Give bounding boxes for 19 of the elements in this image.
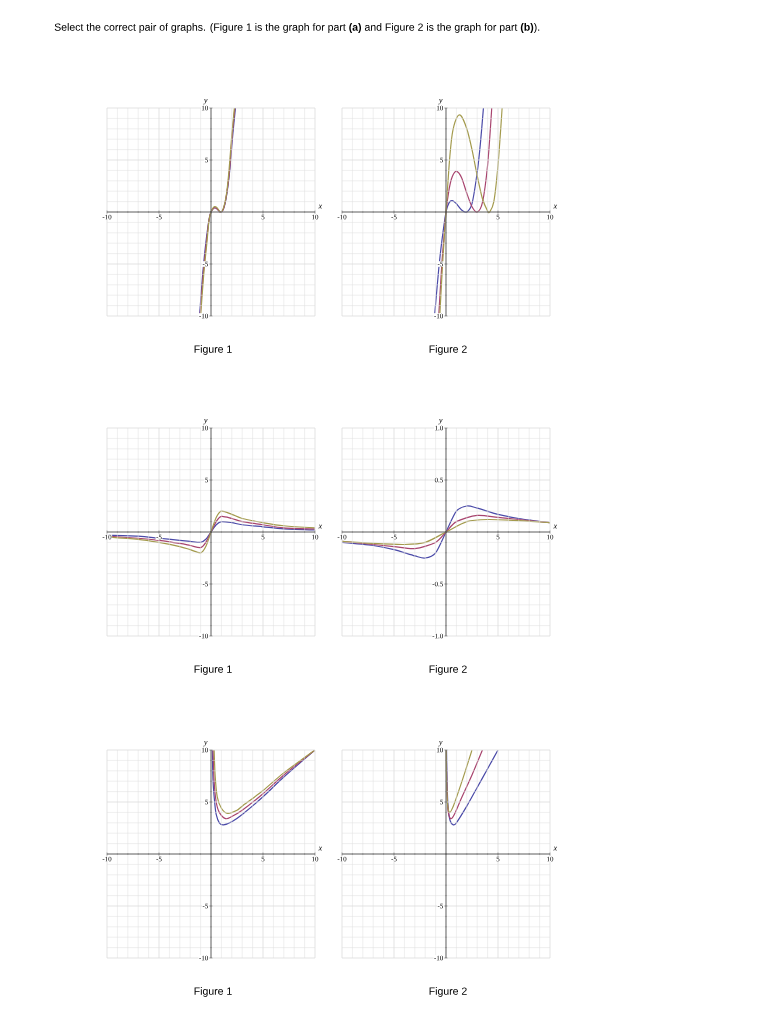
- y-axis-title: y: [438, 99, 443, 105]
- x-axis-title: x: [553, 204, 558, 209]
- y-axis-title: y: [438, 419, 443, 425]
- x-axis-title: x: [318, 204, 323, 209]
- caption: Figure 1: [194, 345, 232, 355]
- caption: Figure 2: [429, 665, 467, 675]
- x-axis-title: x: [553, 846, 558, 851]
- x-axis-title: x: [553, 524, 558, 529]
- caption: Figure 1: [194, 665, 232, 675]
- y-axis-title: y: [203, 419, 208, 425]
- chart-title: Select the correct pair of graphs. (Figure 1 is the graph for part (a) and Figure 2 is the graph for part (b)).: [54, 23, 540, 33]
- caption: Figure 2: [429, 987, 467, 997]
- caption: Figure 1: [194, 987, 232, 997]
- y-axis-title: y: [438, 741, 443, 747]
- y-axis-title: y: [203, 741, 208, 747]
- x-axis-title: x: [318, 524, 323, 529]
- caption: Figure 2: [429, 345, 467, 355]
- y-axis-title: y: [203, 99, 208, 105]
- x-axis-title: x: [318, 846, 323, 851]
